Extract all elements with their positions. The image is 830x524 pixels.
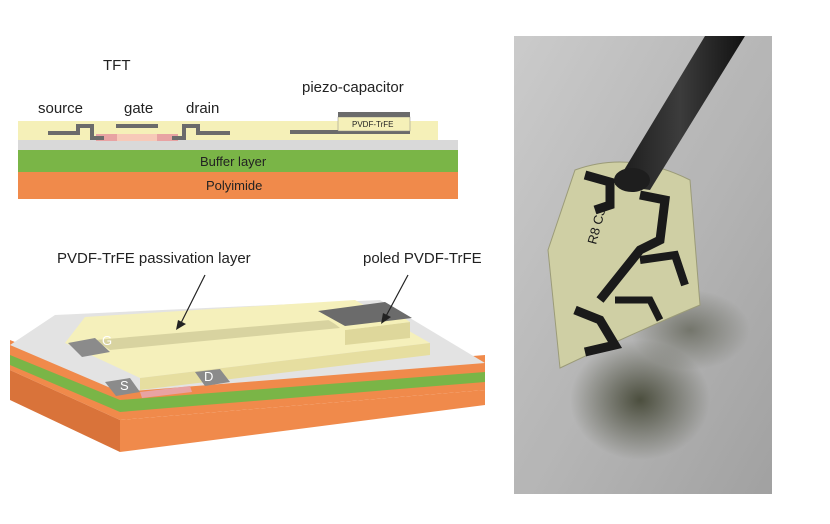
drain-pad bbox=[195, 369, 230, 386]
gate-mark: G bbox=[102, 333, 112, 348]
passivation-label: PVDF-TrFE passivation layer bbox=[57, 250, 251, 267]
source-electrode bbox=[48, 124, 104, 140]
source-pad bbox=[105, 378, 140, 396]
buffer-layer bbox=[18, 150, 458, 172]
device-photo: R8 C3 bbox=[514, 36, 772, 494]
circuit-trace-1 bbox=[583, 170, 615, 215]
poled-pvdf-side bbox=[345, 322, 410, 345]
circuit-trace-5 bbox=[615, 296, 664, 322]
gate-trace bbox=[95, 320, 340, 350]
circuit-trace-2 bbox=[596, 190, 670, 303]
piezo-capacitor-label: piezo-capacitor bbox=[302, 79, 404, 96]
poled-arrow bbox=[384, 274, 409, 319]
substrate-top-layer bbox=[18, 140, 458, 150]
pvdf-film-label: PVDF-TrFE bbox=[352, 120, 393, 129]
cross-section-diagram: TFT source gate drain piezo-capacitor Po… bbox=[18, 57, 458, 199]
gate-label: gate bbox=[124, 100, 153, 117]
polyimide-label: Polyimide bbox=[206, 178, 262, 193]
device-shadow bbox=[570, 340, 710, 460]
gate-pad bbox=[68, 338, 110, 357]
polyimide-layer bbox=[18, 172, 458, 199]
tft-label: TFT bbox=[103, 57, 131, 74]
passivation-arrow-head bbox=[176, 320, 186, 330]
buffer-layer-label: Buffer layer bbox=[200, 154, 267, 169]
source-label: source bbox=[38, 100, 83, 117]
capacitor-top-electrode-3d bbox=[318, 302, 412, 326]
poled-arrow-head bbox=[381, 313, 391, 324]
drain-label: drain bbox=[186, 100, 219, 117]
tweezers bbox=[615, 36, 745, 190]
capacitor-top-electrode bbox=[338, 112, 410, 117]
capacitor-bottom-electrode bbox=[290, 130, 410, 134]
slab-left-orange bbox=[10, 370, 120, 452]
source-mark: S bbox=[120, 378, 129, 393]
gate-metal bbox=[116, 124, 158, 128]
drain-mark: D bbox=[204, 369, 213, 384]
isometric-diagram: PVDF-TrFE passivation layer poled PVDF-T… bbox=[10, 250, 485, 452]
gate-center bbox=[117, 134, 157, 141]
poled-pvdf-label: poled PVDF-TrFE bbox=[363, 250, 482, 267]
drain-electrode bbox=[172, 124, 230, 140]
passivation-arrow bbox=[179, 274, 206, 326]
tweezers-tip bbox=[614, 168, 650, 192]
slab-front-right-orange bbox=[120, 390, 485, 452]
contact-pink bbox=[140, 386, 192, 398]
circuit-trace-4 bbox=[573, 305, 623, 357]
circuit-trace-3 bbox=[639, 250, 689, 287]
slab-green bbox=[10, 355, 485, 412]
